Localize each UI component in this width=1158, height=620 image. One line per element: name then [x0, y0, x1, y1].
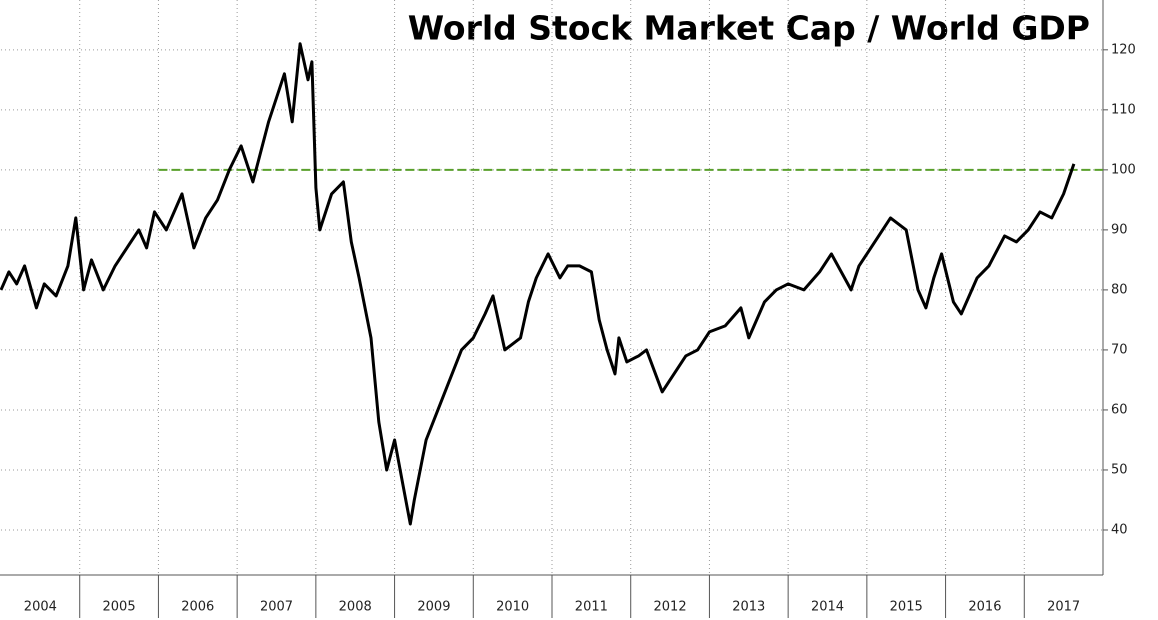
y-tick-label: 80 [1111, 282, 1128, 297]
y-tick-label: 120 [1111, 42, 1136, 57]
x-tick-label: 2008 [339, 600, 372, 615]
y-tick-label: 110 [1111, 102, 1136, 117]
x-tick-label: 2017 [1047, 600, 1080, 615]
y-tick-label: 40 [1111, 522, 1128, 537]
x-tick-label: 2012 [654, 600, 687, 615]
x-tick-label: 2011 [575, 600, 608, 615]
x-tick-label: 2009 [417, 600, 450, 615]
x-tick-label: 2005 [103, 600, 136, 615]
x-tick-label: 2007 [260, 600, 293, 615]
x-tick-label: 2013 [732, 600, 765, 615]
y-tick-label: 60 [1111, 402, 1128, 417]
y-tick-label: 70 [1111, 342, 1128, 357]
x-tick-label: 2006 [181, 600, 214, 615]
y-tick-label: 100 [1111, 162, 1136, 177]
x-tick-label: 2004 [24, 600, 57, 615]
y-tick-label: 90 [1111, 222, 1128, 237]
data-line [0, 42, 1076, 526]
x-tick-label: 2015 [890, 600, 923, 615]
x-tick-label: 2016 [968, 600, 1001, 615]
y-tick-label: 50 [1111, 462, 1128, 477]
x-tick-label: 2010 [496, 600, 529, 615]
x-tick-label: 2014 [811, 600, 844, 615]
chart-title: World Stock Market Cap / World GDP [408, 9, 1090, 48]
